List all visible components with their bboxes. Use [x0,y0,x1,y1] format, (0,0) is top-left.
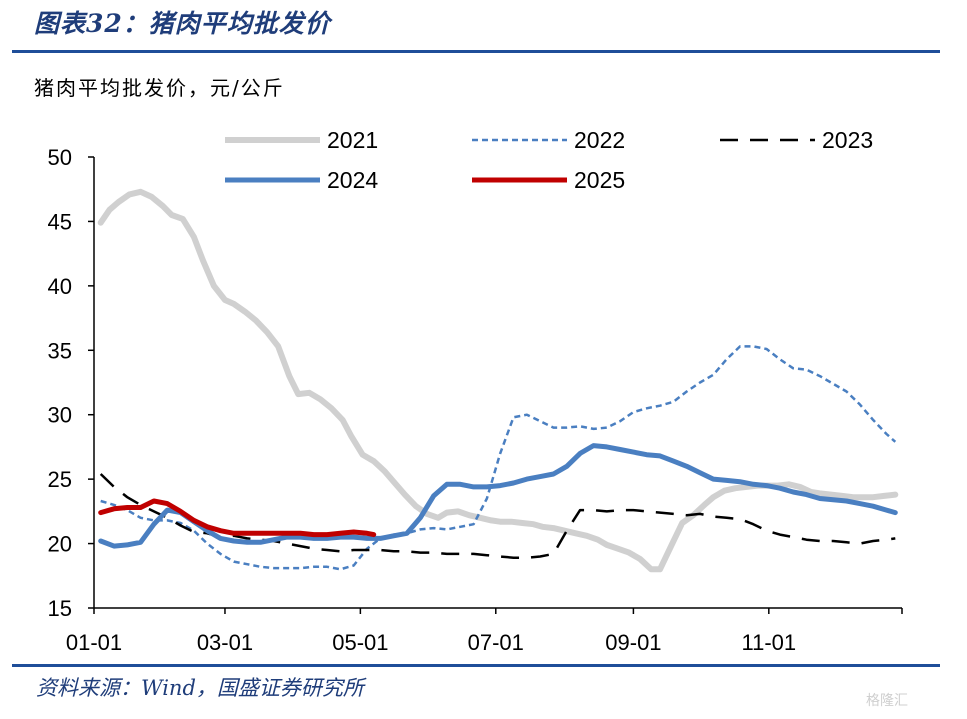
legend: 2021 2022 2023 2024 2025 [225,127,873,193]
y-tick-label: 35 [48,338,72,363]
x-tick-label: 09-01 [605,630,661,655]
bottom-rule [12,664,940,667]
series-group [97,188,899,573]
series-line-2025 [98,498,377,538]
y-tick-label: 40 [48,274,72,299]
x-axis: 01-01 03-01 05-01 07-01 09-01 11-01 [66,607,903,655]
y-tick-label: 15 [48,596,72,621]
watermark: 格隆汇 [866,693,908,709]
y-tick-label: 45 [48,209,72,234]
source-note: 资料来源：Wind，国盛证券研究所 [36,676,364,700]
x-tick-label: 03-01 [197,630,253,655]
legend-label-2021: 2021 [327,127,378,153]
y-tick-label: 30 [48,403,72,428]
y-tick-label: 50 [48,145,72,170]
legend-label-2024: 2024 [327,167,378,193]
series-line-2024 [98,443,898,549]
series-line-2021 [97,188,899,573]
y-tick-label: 20 [48,532,72,557]
legend-label-2023: 2023 [822,127,873,153]
series-line-2022 [100,345,897,571]
y-axis: 15 20 25 30 35 40 45 50 [48,145,95,621]
top-rule [12,50,940,53]
x-tick-label: 07-01 [468,630,524,655]
figure-title: 图表32：猪肉平均批发价 [34,9,331,38]
x-tick-label: 05-01 [332,630,388,655]
y-tick-label: 25 [48,467,72,492]
x-tick-label: 01-01 [66,630,122,655]
legend-label-2025: 2025 [574,167,625,193]
legend-label-2022: 2022 [574,127,625,153]
x-tick-label: 11-01 [741,630,796,655]
y-axis-unit-label: 猪肉平均批发价，元/公斤 [34,76,285,100]
